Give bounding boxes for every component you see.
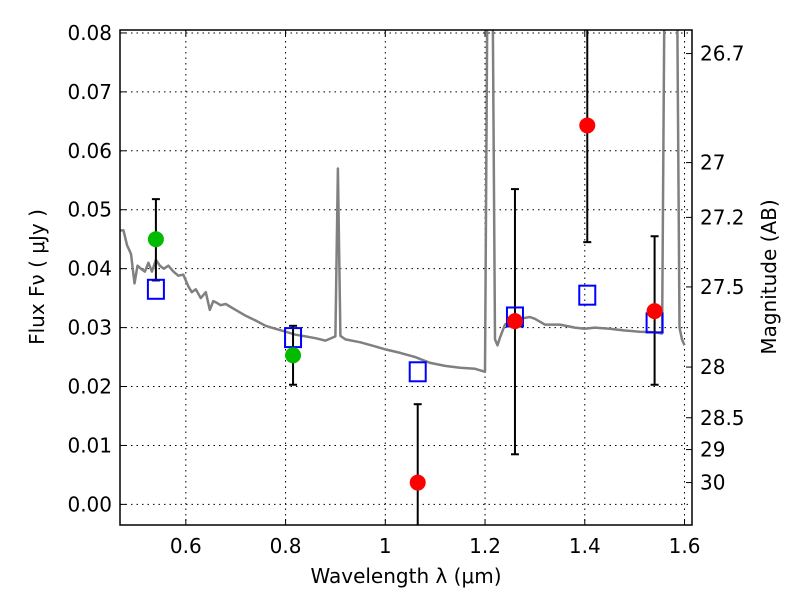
- y2-tick-label: 29: [700, 438, 725, 462]
- y2-tick-label: 27.5: [700, 275, 745, 299]
- flux-point: [579, 117, 596, 134]
- flux-point: [285, 347, 302, 364]
- grid: [120, 30, 692, 525]
- y-tick-label: 0.00: [67, 492, 112, 516]
- y-tick-label: 0.05: [67, 198, 112, 222]
- y2-tick-label: 27: [700, 151, 725, 175]
- x-tick-label: 1.4: [569, 534, 601, 558]
- flux-point: [646, 303, 663, 320]
- y-tick-label: 0.02: [67, 375, 112, 399]
- y2-tick-label: 28: [700, 355, 725, 379]
- y-tick-label: 0.03: [67, 316, 112, 340]
- model-sed-layer: [120, 30, 686, 374]
- model-sed-line: [120, 30, 686, 374]
- plot-frame: [119, 29, 693, 526]
- x-tick-label: 1.2: [469, 534, 501, 558]
- y-tick-label: 0.04: [67, 257, 112, 281]
- y2-tick-label: 27.2: [700, 205, 745, 229]
- y2-tick-label: 30: [700, 471, 725, 495]
- x-tick-label: 0.8: [270, 534, 302, 558]
- y-tick-label: 0.08: [67, 21, 112, 45]
- x-axis-label: Wavelength λ (μm): [310, 564, 501, 588]
- y2-axis-label: Magnitude (AB): [757, 199, 781, 354]
- model-photometry-square: [146, 278, 165, 300]
- model-photometry-square: [408, 361, 427, 383]
- y2-tick-label: 26.7: [700, 42, 745, 66]
- y2-tick-label: 28.5: [700, 406, 745, 430]
- flux-point: [147, 231, 164, 248]
- x-tick-label: 0.6: [170, 534, 202, 558]
- flux-point: [409, 474, 426, 491]
- axes: 0.6 0.8 1 1.2 1.4 1.6 0.00 0.01 0.02 0.03 0.04 0.05…: [67, 21, 744, 558]
- x-tick-label: 1: [379, 534, 392, 558]
- flux-point: [506, 313, 523, 330]
- errorbar-layer: [151, 30, 659, 525]
- y-tick-label: 0.07: [67, 80, 112, 104]
- y-tick-label: 0.06: [67, 139, 112, 163]
- model-photometry-square: [578, 284, 597, 306]
- x-tick-label: 1.6: [669, 534, 701, 558]
- marker-layer: [146, 117, 664, 491]
- y-tick-label: 0.01: [67, 433, 112, 457]
- model-photometry-square: [284, 327, 303, 349]
- y-axis-label: Flux Fν ( μJy ): [25, 209, 49, 345]
